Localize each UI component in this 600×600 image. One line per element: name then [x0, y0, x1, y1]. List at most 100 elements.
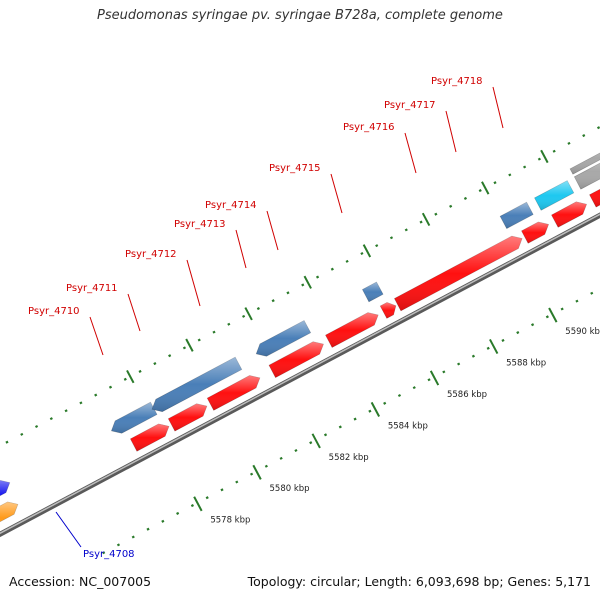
lower-tick-mark [530, 323, 535, 327]
gene-label-leader [55, 511, 82, 548]
upper-tick-mark [153, 362, 157, 366]
gene-label: Psyr_4717 [384, 100, 436, 111]
upper-tick-mark [20, 432, 24, 436]
upper-tick-mark [212, 330, 216, 334]
upper-major-tick [185, 338, 194, 352]
scale-major-tick [370, 401, 381, 417]
lower-tick-mark [161, 519, 165, 523]
gene-psyr-4718 [589, 188, 600, 208]
gene-psyr-4710-rev [111, 401, 158, 434]
lower-tick-mark [146, 527, 150, 531]
upper-major-tick [126, 369, 135, 384]
gene-label: Psyr_4713 [174, 219, 226, 230]
lower-tick-mark [131, 535, 135, 539]
gene-psyr-4718-thin [569, 152, 600, 175]
lower-tick-mark [205, 496, 209, 500]
upper-tick-mark [123, 377, 127, 381]
lower-tick-mark [116, 543, 121, 547]
scale-major-tick [193, 496, 203, 512]
scale-major-tick [548, 307, 558, 323]
lower-tick-mark [323, 433, 328, 437]
upper-tick-mark [256, 307, 260, 311]
lower-tick-mark [427, 378, 431, 382]
upper-tick-mark [360, 251, 364, 256]
lower-tick-mark [501, 338, 505, 342]
upper-tick-mark [508, 173, 512, 177]
gene-label-leader [235, 229, 247, 269]
gene-label: Psyr_4715 [269, 163, 321, 174]
lower-tick-mark [264, 464, 268, 468]
upper-tick-mark [449, 204, 453, 208]
lower-tick-mark [190, 504, 194, 508]
backbone-layer [0, 212, 600, 538]
topology-summary: Topology: circular; Length: 6,093,698 bp… [247, 574, 591, 589]
scale-label: 5582 kbp [329, 453, 369, 463]
upper-tick-mark [567, 141, 571, 145]
upper-tick-mark [168, 354, 172, 358]
scale-major-tick [252, 464, 262, 480]
upper-tick-mark [537, 157, 541, 161]
upper-tick-mark [286, 291, 290, 295]
upper-tick-mark [375, 244, 379, 248]
gene-psyr-4710b [167, 403, 208, 432]
gene-psyr-4714 [379, 302, 397, 319]
gene-psyr-4716 [521, 221, 550, 244]
scale-label: 5584 kbp [388, 421, 428, 431]
lower-tick-mark [294, 448, 298, 453]
gene-psyr-4718-rev [573, 162, 600, 190]
upper-tick-mark [523, 165, 527, 169]
lower-tick-mark [353, 417, 357, 421]
gene-label: Psyr_4716 [343, 122, 395, 133]
lower-tick-mark [249, 472, 254, 476]
gene-label: Psyr_4710 [28, 306, 80, 317]
gene-label: Psyr_4718 [431, 76, 483, 87]
gene-psyr-4713 [325, 312, 379, 348]
lower-tick-mark [383, 401, 387, 405]
gene-label-leader [404, 132, 417, 174]
gene-layer [0, 152, 600, 523]
lower-tick-mark [560, 307, 564, 311]
gene-label: Psyr_4714 [205, 200, 257, 211]
upper-tick-mark [478, 189, 482, 193]
scale-label: 5586 kbp [447, 390, 487, 400]
lower-tick-mark [397, 393, 402, 398]
lower-tick-mark [471, 354, 475, 358]
lower-tick-mark [338, 425, 342, 429]
gene-orange [0, 501, 19, 523]
gene-psyr-4717 [551, 201, 588, 228]
gene-psyr-4714-rev [361, 281, 384, 303]
gene-psyr-4710 [129, 423, 170, 452]
upper-tick-mark [345, 259, 349, 263]
gene-label: Psyr_4708 [83, 549, 135, 560]
upper-tick-mark [108, 385, 113, 389]
gene-psyr-4715 [393, 235, 523, 312]
upper-tick-mark [64, 409, 68, 413]
upper-major-tick [362, 244, 372, 258]
upper-tick-mark [389, 236, 394, 240]
accession-text: Accession: NC_007005 [9, 574, 152, 589]
lower-tick-mark [176, 511, 180, 515]
upper-tick-mark [79, 401, 83, 405]
lower-tick-mark [102, 551, 106, 555]
gene-label-leader [127, 293, 141, 332]
scale-major-tick [429, 370, 440, 386]
lower-tick-mark [235, 480, 239, 484]
upper-tick-mark [182, 346, 187, 350]
upper-tick-mark [330, 267, 334, 271]
upper-tick-mark [404, 228, 408, 232]
lower-tick-mark [412, 386, 416, 390]
upper-tick-mark [463, 196, 468, 200]
upper-tick-mark [227, 322, 231, 326]
upper-tick-mark [582, 134, 586, 138]
gene-label-leader [445, 110, 457, 153]
upper-major-tick [481, 181, 490, 195]
scale-major-tick [489, 338, 499, 355]
gene-label-leader [266, 210, 279, 251]
lower-tick-mark [309, 441, 313, 445]
upper-tick-mark [138, 369, 142, 373]
map-title: Pseudomonas syringae pv. syringae B728a,… [97, 8, 503, 23]
scale-major-tick [311, 433, 321, 449]
upper-major-tick [303, 275, 312, 289]
gene-label: Psyr_4711 [66, 283, 118, 294]
upper-tick-mark [419, 220, 423, 224]
